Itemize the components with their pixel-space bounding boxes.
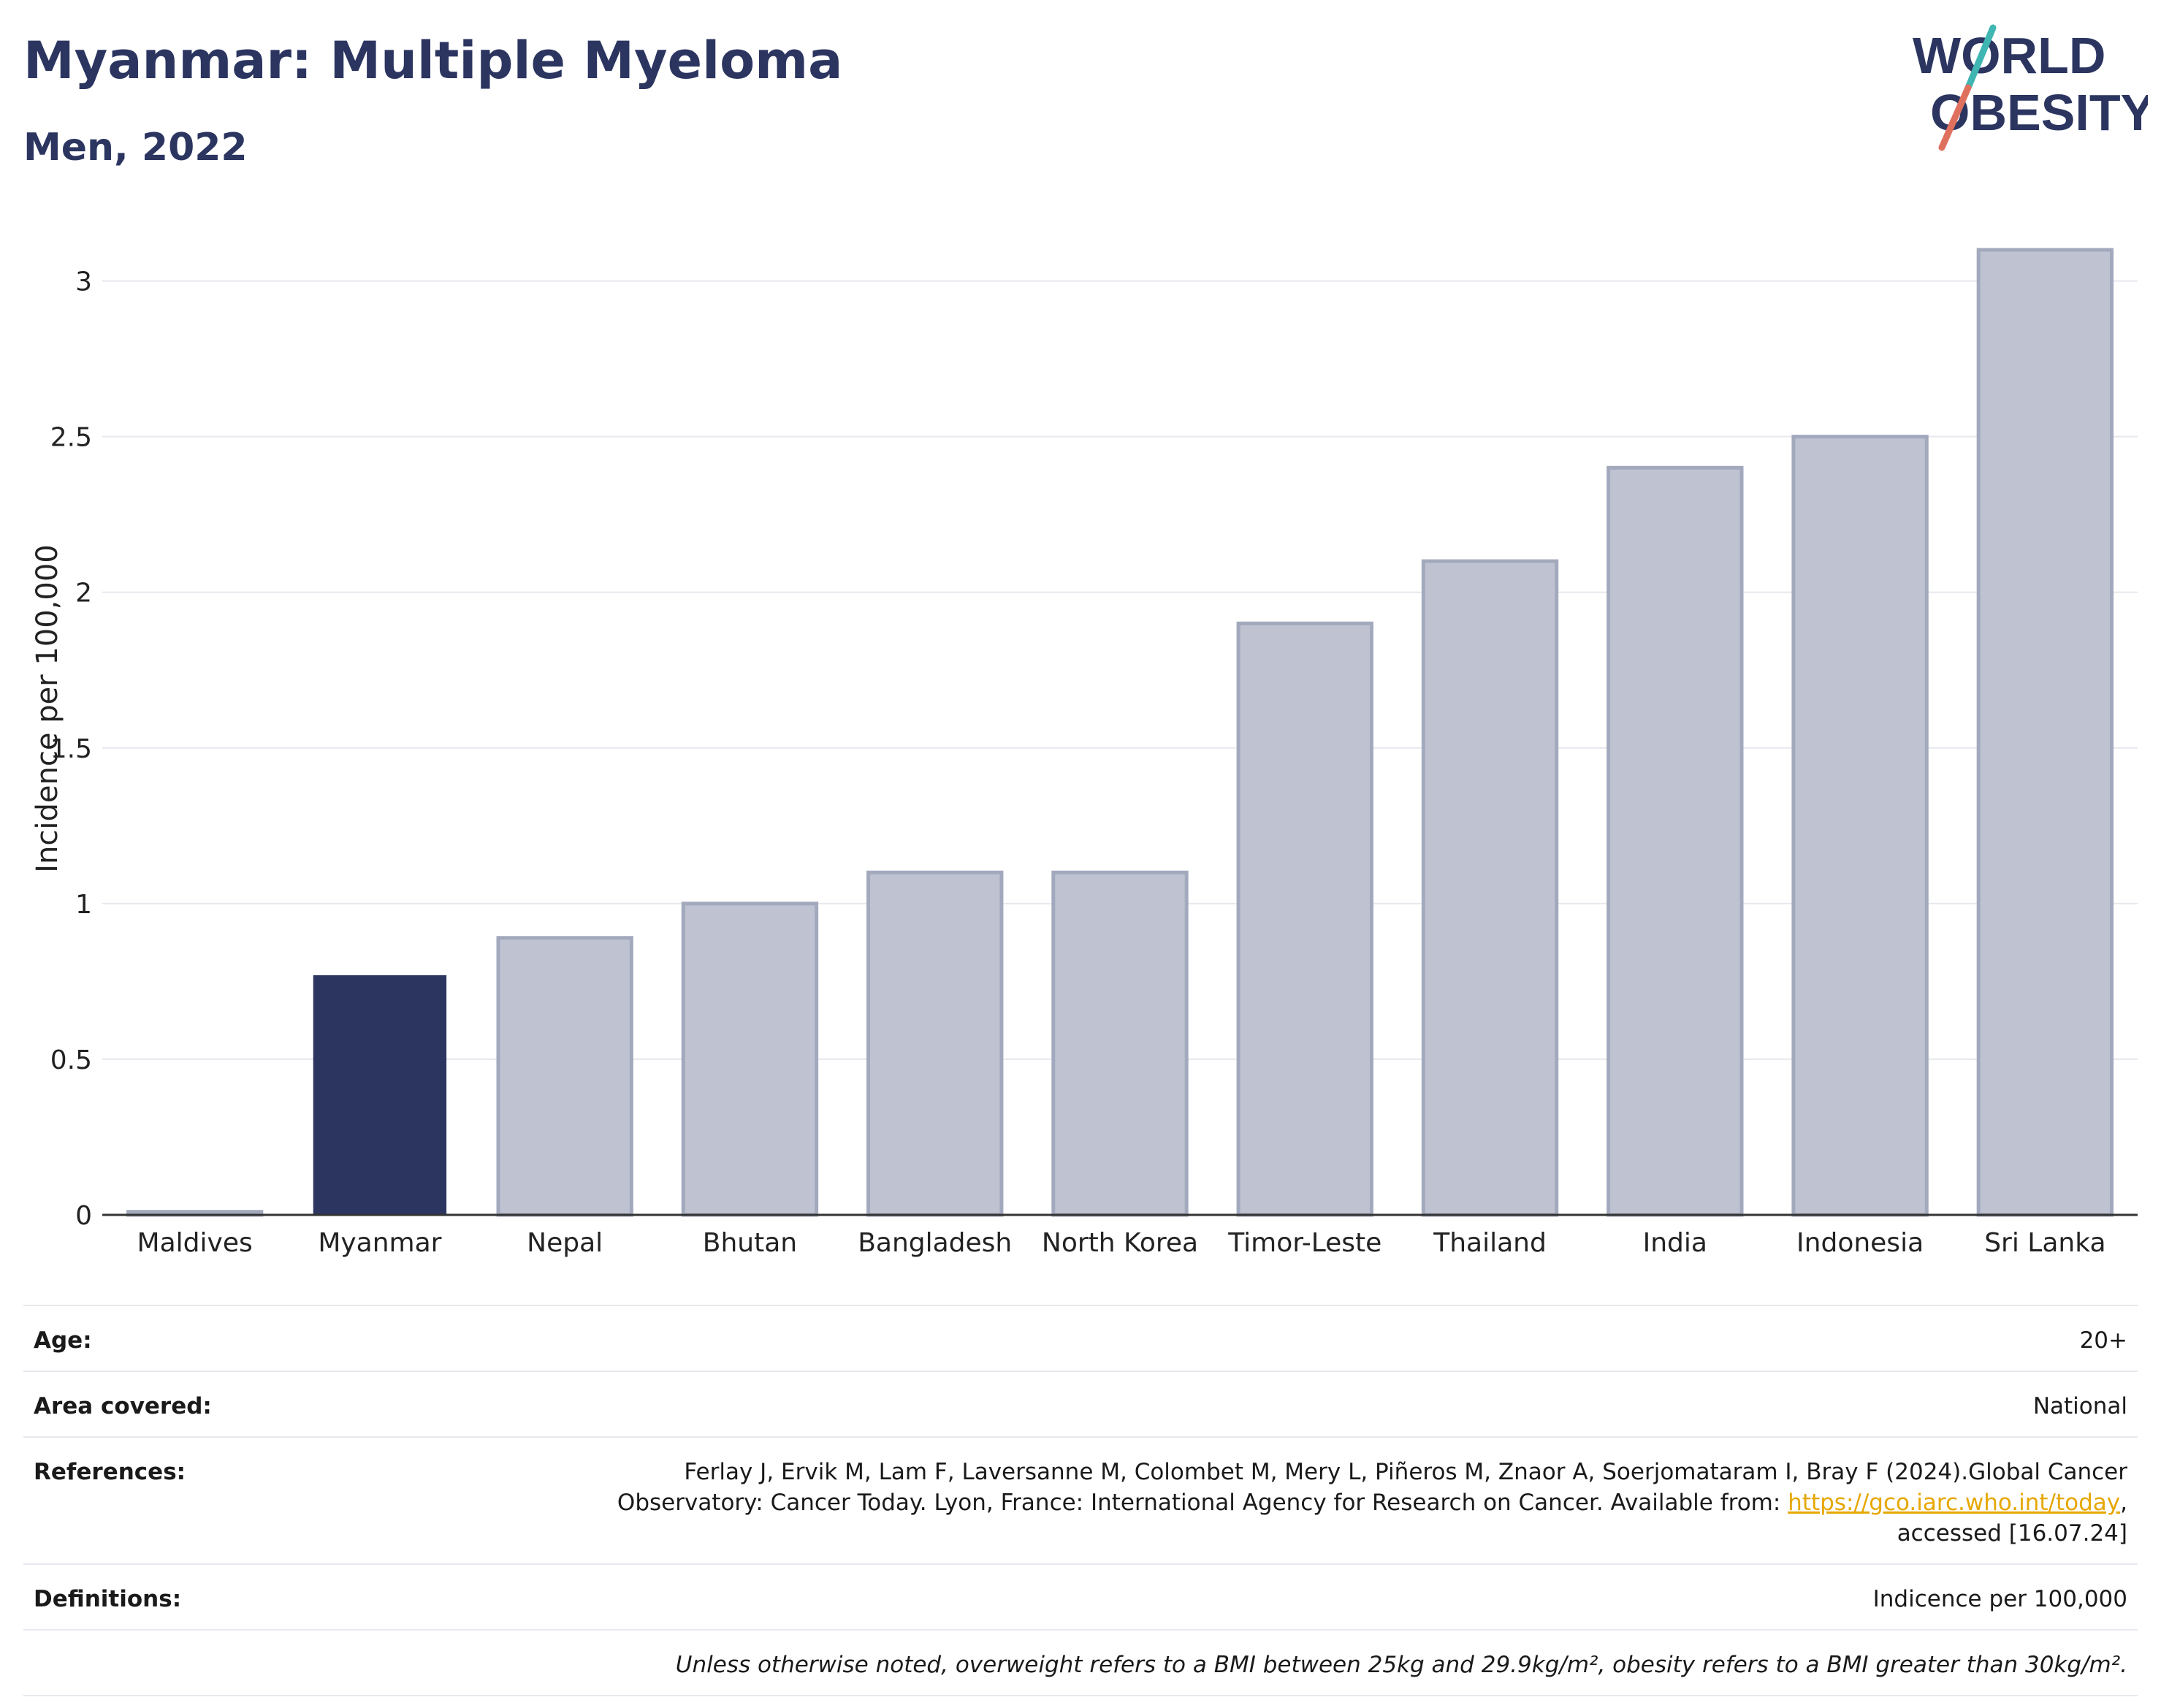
y-tick-label: 0 bbox=[75, 1201, 92, 1231]
info-row-definitions: Definitions: Indicence per 100,000 bbox=[23, 1563, 2138, 1630]
bar-timor-leste bbox=[1236, 621, 1373, 1217]
info-row-age: Age: 20+ bbox=[23, 1305, 2138, 1371]
references-text-3: , bbox=[2120, 1490, 2127, 1516]
references-value: Ferlay J, Ervik M, Lam F, Laversanne M, … bbox=[336, 1436, 2138, 1564]
y-tick-label: 2 bbox=[75, 579, 92, 609]
y-tick-label: 1.5 bbox=[50, 734, 92, 764]
definitions-label: Definitions: bbox=[23, 1563, 336, 1630]
chart-subtitle: Men, 2022 bbox=[23, 126, 248, 169]
references-link[interactable]: https://gco.iarc.who.int/today bbox=[1788, 1490, 2121, 1516]
info-table: Age: 20+ Area covered: National Referenc… bbox=[23, 1305, 2138, 1696]
logo-slash-bottom bbox=[1938, 84, 1972, 151]
x-tick-label: Nepal bbox=[527, 1228, 603, 1258]
info-row-references: References: Ferlay J, Ervik M, Lam F, La… bbox=[23, 1436, 2138, 1564]
area-value: National bbox=[336, 1370, 2138, 1437]
bar-sri-lanka bbox=[1976, 248, 2114, 1217]
age-value: 20+ bbox=[336, 1305, 2138, 1371]
x-tick-label: Myanmar bbox=[318, 1228, 441, 1258]
x-axis-ticks: Maldives Myanmar Nepal Bhutan Bangladesh Nort… bbox=[137, 1228, 2106, 1258]
x-tick-label: India bbox=[1643, 1228, 1707, 1258]
y-tick-label: 3 bbox=[75, 267, 92, 297]
x-tick-label: Timor-Leste bbox=[1227, 1228, 1381, 1258]
bars bbox=[126, 248, 2114, 1217]
bar-chart: 0 0.5 1 1.5 2 2.5 3 Maldives Myanmar Nepal Bhutan… bbox=[31, 248, 2138, 1258]
bar-indonesia bbox=[1791, 435, 1929, 1217]
x-tick-label: Maldives bbox=[137, 1228, 253, 1258]
info-row-note: Unless otherwise noted, overweight refer… bbox=[23, 1629, 2138, 1696]
y-tick-label: 1 bbox=[75, 890, 92, 920]
age-label: Age: bbox=[23, 1305, 336, 1371]
logo-word-world: WORLD bbox=[1913, 27, 2105, 84]
chart-title: Myanmar: Multiple Myeloma bbox=[23, 31, 843, 91]
x-tick-label: Sri Lanka bbox=[1984, 1228, 2105, 1258]
x-tick-label: Indonesia bbox=[1796, 1228, 1924, 1258]
logo-slash-top bbox=[1964, 24, 1997, 91]
definitions-value: Indicence per 100,000 bbox=[336, 1563, 2138, 1630]
x-tick-label: North Korea bbox=[1042, 1228, 1198, 1258]
bar-india bbox=[1607, 465, 1744, 1217]
references-label: References: bbox=[23, 1436, 336, 1564]
x-tick-label: Thailand bbox=[1433, 1228, 1547, 1258]
references-text-2: Observatory: Cancer Today. Lyon, France:… bbox=[617, 1490, 1788, 1516]
bar-thailand bbox=[1421, 559, 1559, 1217]
bar-nepal bbox=[496, 936, 633, 1217]
world-obesity-logo: WORLD OBESITY bbox=[1913, 24, 2148, 151]
references-text-4: accessed [16.07.24] bbox=[1897, 1520, 2127, 1547]
bmi-note: Unless otherwise noted, overweight refer… bbox=[23, 1629, 2138, 1696]
y-tick-label: 2.5 bbox=[50, 423, 92, 453]
bar-myanmar bbox=[313, 975, 447, 1215]
y-axis-title: Incidence per 100,000 bbox=[31, 544, 64, 873]
y-tick-label: 0.5 bbox=[50, 1045, 92, 1075]
references-text-1: Ferlay J, Ervik M, Lam F, Laversanne M, … bbox=[684, 1459, 2127, 1485]
x-tick-label: Bhutan bbox=[703, 1228, 797, 1258]
info-row-area: Area covered: National bbox=[23, 1370, 2138, 1437]
bar-bangladesh bbox=[866, 870, 1004, 1217]
x-tick-label: Bangladesh bbox=[858, 1228, 1012, 1258]
bar-north-korea bbox=[1051, 870, 1189, 1217]
area-label: Area covered: bbox=[23, 1370, 336, 1437]
y-axis-ticks: 0 0.5 1 1.5 2 2.5 3 bbox=[50, 267, 92, 1231]
bar-bhutan bbox=[681, 901, 819, 1217]
